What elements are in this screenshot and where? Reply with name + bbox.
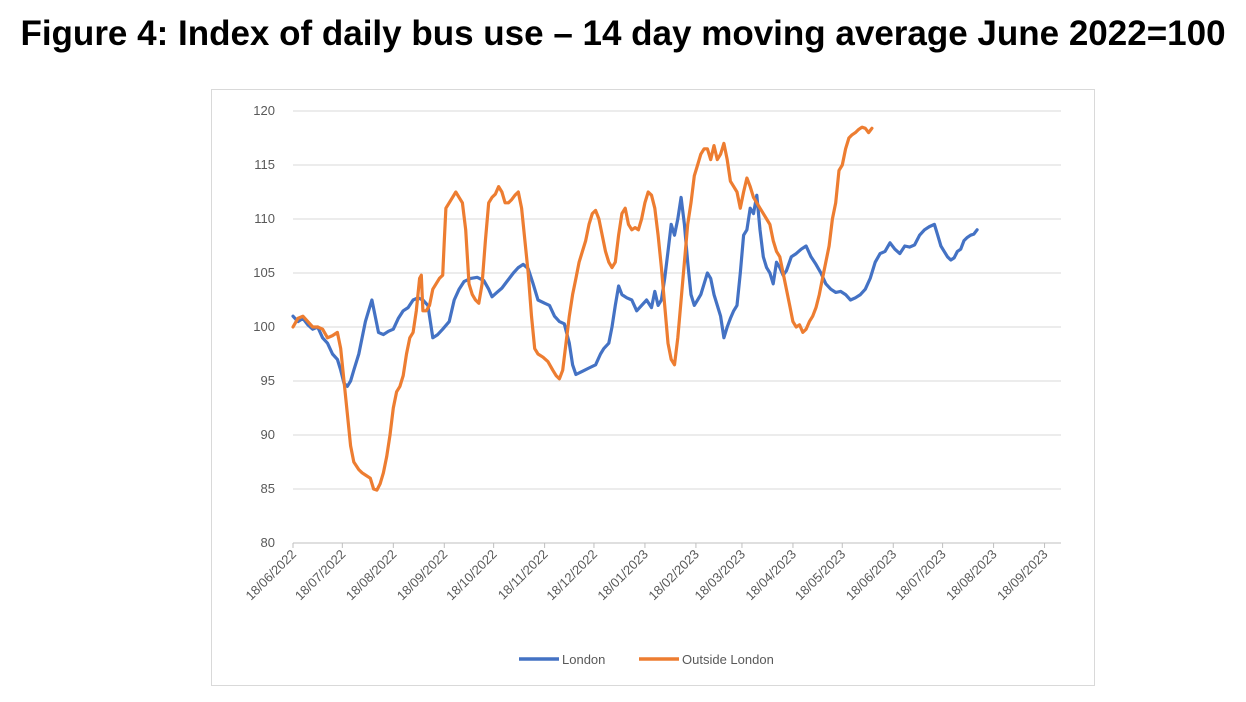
series-lines <box>291 125 979 492</box>
y-tick-label: 120 <box>253 103 275 118</box>
gridlines <box>293 110 1061 544</box>
legend-label: London <box>562 652 605 667</box>
series-line-london <box>291 193 979 388</box>
x-tick-label: 18/03/2023 <box>691 547 748 604</box>
x-tick-label: 18/07/2023 <box>892 547 949 604</box>
legend: London Outside London <box>519 652 774 667</box>
x-tick-label: 18/09/2023 <box>994 547 1051 604</box>
y-tick-label: 115 <box>254 157 275 172</box>
x-tick-label: 18/11/2022 <box>495 547 551 603</box>
y-tick-label: 105 <box>253 265 275 280</box>
y-tick-label: 90 <box>261 427 275 442</box>
y-tick-label: 110 <box>254 211 275 226</box>
series-line-outside-london <box>291 125 874 492</box>
y-tick-label: 80 <box>261 535 275 550</box>
y-tick-label: 85 <box>261 481 275 496</box>
x-tick-label: 18/12/2022 <box>543 547 600 604</box>
x-tick-label: 18/08/2023 <box>943 547 1000 604</box>
y-tick-label: 100 <box>253 319 275 334</box>
x-tick-label: 18/06/2022 <box>242 547 299 604</box>
y-axis: 80 85 90 95 100 105 110 115 120 <box>253 103 275 550</box>
chart-area <box>211 89 1095 686</box>
legend-label: Outside London <box>682 652 774 667</box>
x-axis: 18/06/202218/07/202218/08/202218/09/2022… <box>242 542 1061 604</box>
x-tick-label: 18/06/2023 <box>843 547 900 604</box>
x-tick-label: 18/01/2023 <box>594 547 651 604</box>
x-tick-label: 18/04/2023 <box>742 547 799 604</box>
x-tick-label: 18/07/2022 <box>292 547 349 604</box>
figure-title: Figure 4: Index of daily bus use – 14 da… <box>20 14 1226 53</box>
x-tick-label: 18/08/2022 <box>343 547 400 604</box>
y-tick-label: 95 <box>261 373 275 388</box>
x-tick-label: 18/10/2022 <box>443 547 500 604</box>
x-tick-label: 18/09/2022 <box>394 547 451 604</box>
x-tick-label: 18/05/2023 <box>792 547 849 604</box>
